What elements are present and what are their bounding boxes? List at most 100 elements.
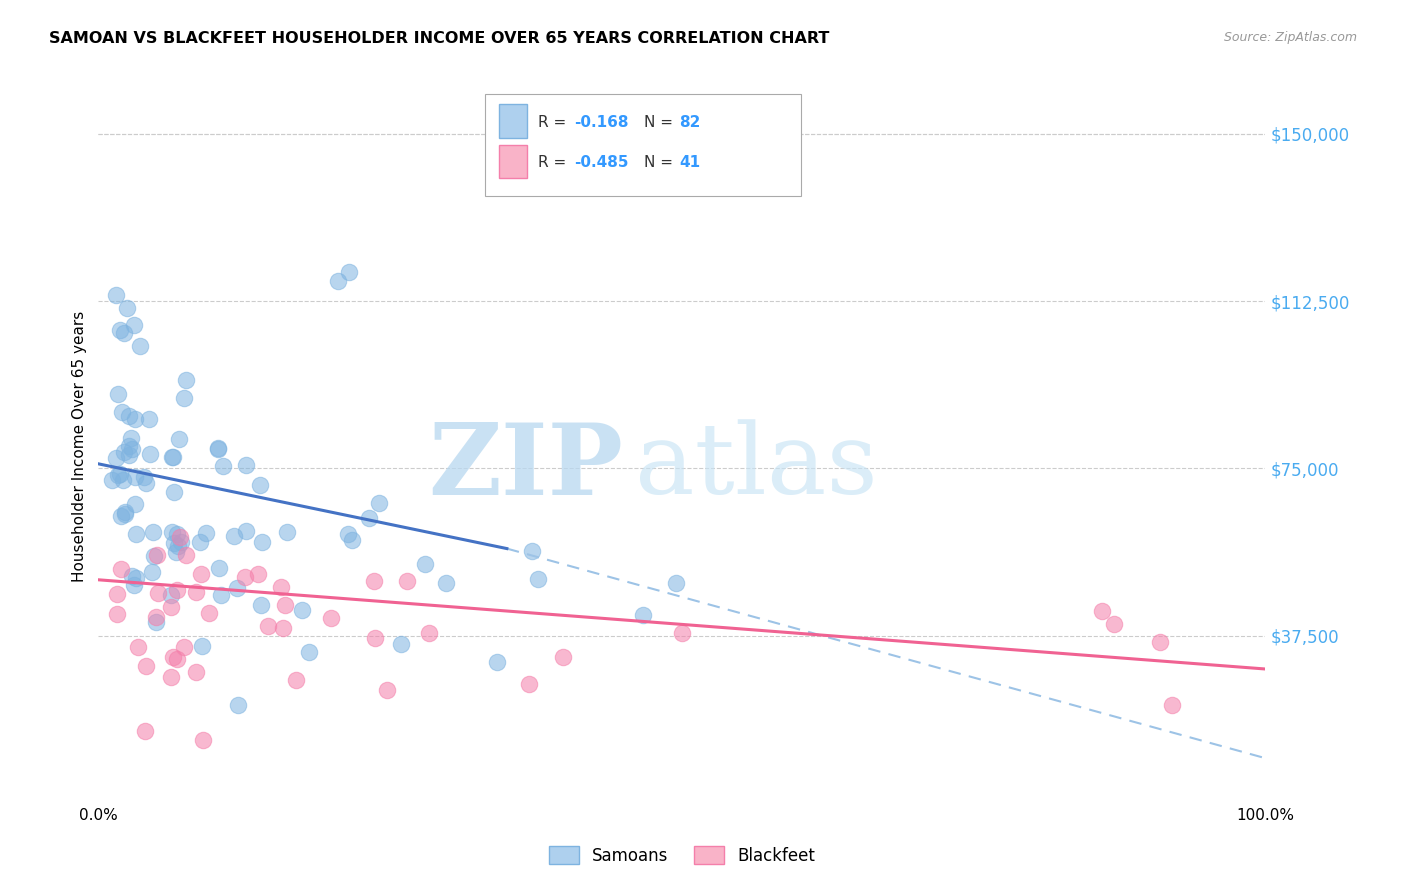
Point	[434, 575, 457, 590]
Point	[364, 631, 387, 645]
Point	[110, 323, 132, 337]
Point	[233, 570, 256, 584]
Point	[160, 670, 183, 684]
Point	[160, 599, 183, 614]
Point	[207, 442, 229, 457]
Point	[250, 535, 273, 549]
Point	[121, 442, 143, 457]
Text: 41: 41	[679, 155, 700, 169]
Point	[276, 525, 298, 540]
Y-axis label: Householder Income Over 65 years: Householder Income Over 65 years	[72, 310, 87, 582]
Point	[160, 588, 183, 602]
Point	[166, 582, 188, 597]
Point	[160, 525, 183, 540]
Text: SAMOAN VS BLACKFEET HOUSEHOLDER INCOME OVER 65 YEARS CORRELATION CHART: SAMOAN VS BLACKFEET HOUSEHOLDER INCOME O…	[49, 31, 830, 46]
Point	[146, 585, 169, 599]
Point	[176, 373, 198, 387]
Point	[108, 467, 131, 482]
Point	[112, 445, 135, 459]
Point	[162, 649, 184, 664]
Point	[413, 557, 436, 571]
Point	[271, 621, 294, 635]
Point	[527, 572, 550, 586]
Point	[270, 580, 292, 594]
Point	[111, 473, 134, 487]
Text: Source: ZipAtlas.com: Source: ZipAtlas.com	[1223, 31, 1357, 45]
Point	[256, 619, 278, 633]
Point	[1161, 698, 1184, 712]
Point	[145, 610, 167, 624]
Point	[198, 606, 221, 620]
Point	[165, 545, 187, 559]
Point	[184, 665, 207, 680]
Point	[135, 658, 157, 673]
Point	[101, 474, 124, 488]
Point	[520, 544, 543, 558]
Point	[124, 578, 146, 592]
Point	[114, 507, 136, 521]
Point	[128, 339, 150, 353]
Point	[249, 477, 271, 491]
Point	[145, 615, 167, 630]
Point	[141, 565, 163, 579]
Point	[138, 447, 160, 461]
Point	[110, 562, 132, 576]
Point	[190, 567, 212, 582]
Point	[174, 548, 197, 562]
Point	[247, 566, 270, 581]
Point	[107, 386, 129, 401]
Point	[1149, 635, 1171, 649]
Point	[1091, 604, 1114, 618]
Point	[122, 318, 145, 332]
Point	[191, 639, 214, 653]
Point	[105, 287, 128, 301]
Point	[671, 626, 693, 640]
Point	[163, 536, 186, 550]
Point	[118, 448, 141, 462]
Point	[127, 640, 149, 655]
Point	[250, 598, 273, 612]
Point	[274, 598, 297, 612]
Point	[118, 439, 141, 453]
Point	[363, 574, 385, 589]
Point	[110, 509, 132, 524]
Point	[105, 451, 128, 466]
Point	[193, 733, 215, 747]
Point	[107, 468, 129, 483]
Point	[222, 529, 245, 543]
Point	[146, 549, 169, 563]
Point	[166, 539, 188, 553]
Text: N =: N =	[644, 115, 678, 129]
Point	[162, 450, 184, 465]
Point	[114, 505, 136, 519]
Point	[186, 585, 208, 599]
Point	[124, 571, 146, 585]
Point	[173, 640, 195, 654]
Point	[166, 652, 188, 666]
Point	[138, 412, 160, 426]
Point	[418, 626, 440, 640]
Text: ZIP: ZIP	[429, 419, 624, 516]
Point	[121, 431, 143, 445]
Point	[285, 673, 308, 687]
Point	[395, 574, 418, 588]
Point	[326, 274, 349, 288]
Point	[167, 433, 190, 447]
Text: -0.485: -0.485	[574, 155, 628, 169]
Point	[163, 485, 186, 500]
Point	[169, 530, 191, 544]
Point	[298, 645, 321, 659]
Point	[105, 587, 128, 601]
Point	[124, 497, 146, 511]
Point	[375, 682, 398, 697]
Point	[111, 405, 134, 419]
Point	[337, 527, 360, 541]
Text: 82: 82	[679, 115, 700, 129]
Point	[551, 649, 574, 664]
Point	[118, 409, 141, 423]
Point	[342, 533, 364, 547]
Point	[112, 326, 135, 341]
Point	[228, 698, 250, 712]
Point	[173, 391, 195, 405]
Point	[359, 511, 381, 525]
